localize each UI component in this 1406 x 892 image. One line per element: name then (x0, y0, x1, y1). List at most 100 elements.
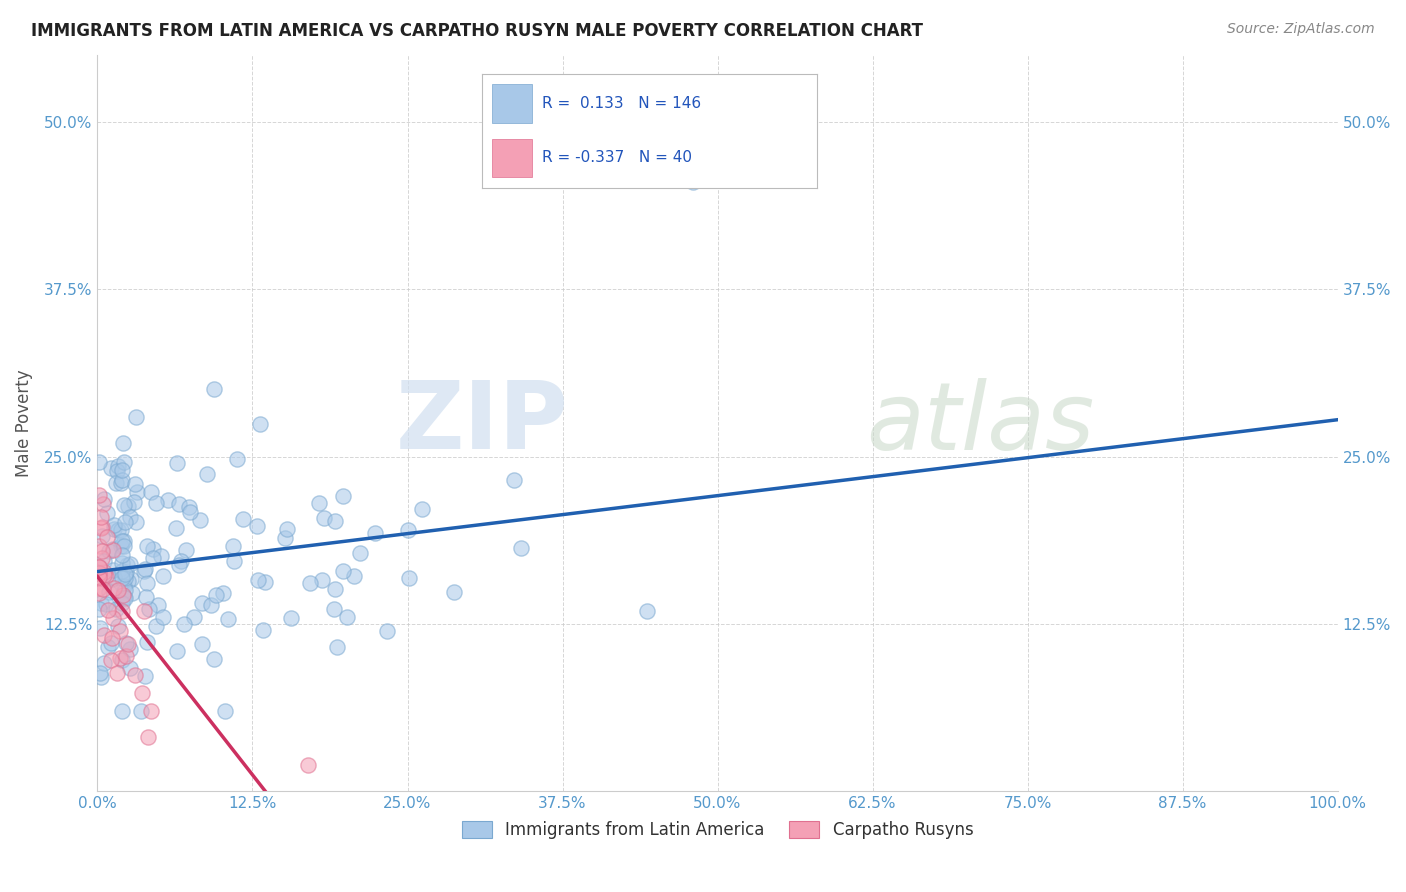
Point (93, 628, 115, 642)
Point (100, 460, 122, 475)
Point (111, 533, 134, 548)
Point (249, 417, 271, 431)
Point (132, 564, 155, 578)
Point (97, 640, 120, 654)
Point (191, 596, 214, 610)
Point (118, 661, 141, 675)
Text: Source: ZipAtlas.com: Source: ZipAtlas.com (1227, 22, 1375, 37)
Point (112, 590, 135, 604)
Point (120, 557, 142, 571)
Point (174, 542, 197, 557)
Point (114, 582, 136, 597)
Point (169, 553, 191, 567)
Point (217, 612, 239, 626)
Point (222, 554, 245, 568)
Point (253, 575, 276, 590)
Point (104, 601, 127, 615)
Point (115, 649, 138, 664)
Point (111, 704, 134, 718)
Point (98, 543, 121, 558)
Point (125, 409, 148, 424)
Point (87, 570, 110, 584)
Point (90, 544, 112, 558)
Point (173, 617, 195, 632)
Text: IMMIGRANTS FROM LATIN AMERICA VS CARPATHO RUSYN MALE POVERTY CORRELATION CHART: IMMIGRANTS FROM LATIN AMERICA VS CARPATH… (31, 22, 922, 40)
Point (323, 602, 346, 616)
Point (90, 551, 112, 566)
Point (87, 560, 110, 574)
Text: atlas: atlas (866, 377, 1095, 468)
Point (276, 522, 298, 536)
Point (105, 464, 128, 478)
Point (105, 476, 128, 491)
Point (108, 624, 131, 639)
Point (212, 585, 235, 599)
Point (221, 539, 243, 553)
Point (87, 559, 110, 574)
Point (103, 517, 125, 532)
Point (314, 511, 336, 525)
Point (135, 634, 157, 648)
Point (169, 498, 191, 512)
Point (311, 574, 333, 588)
Point (93, 554, 115, 568)
Point (142, 551, 165, 566)
Point (121, 586, 143, 600)
Point (118, 641, 141, 656)
Point (202, 652, 225, 666)
Point (112, 588, 135, 602)
Point (179, 505, 201, 519)
Point (87, 581, 110, 595)
Point (110, 539, 132, 553)
Point (90, 520, 112, 534)
Point (111, 436, 134, 450)
Point (398, 570, 420, 584)
Point (190, 637, 212, 651)
Point (142, 542, 165, 557)
Point (138, 602, 160, 616)
Point (157, 493, 180, 508)
Legend: Immigrants from Latin America, Carpatho Rusyns: Immigrants from Latin America, Carpatho … (456, 814, 980, 846)
Point (117, 499, 139, 513)
Point (246, 574, 269, 588)
Point (188, 513, 211, 527)
Point (100, 636, 122, 650)
Point (114, 567, 136, 582)
Point (336, 609, 359, 624)
Point (246, 518, 269, 533)
Point (93, 491, 115, 506)
Point (111, 604, 134, 618)
Point (101, 542, 124, 557)
Point (97, 602, 120, 616)
Point (124, 668, 146, 682)
Point (146, 598, 169, 612)
Point (202, 382, 225, 396)
Point (111, 571, 134, 585)
Point (107, 619, 129, 633)
Text: ZIP: ZIP (396, 377, 569, 469)
Point (225, 451, 247, 466)
Point (124, 495, 146, 509)
Point (183, 610, 205, 624)
Point (343, 568, 366, 582)
Point (299, 575, 322, 590)
Point (111, 549, 134, 563)
Point (112, 579, 135, 593)
Point (136, 731, 159, 745)
Point (129, 704, 152, 718)
Point (101, 572, 124, 586)
Point (509, 541, 531, 556)
Point (112, 539, 135, 553)
Point (232, 512, 254, 526)
Point (87, 488, 110, 502)
Point (97, 584, 120, 599)
Point (135, 590, 157, 604)
Point (308, 496, 330, 510)
Point (145, 496, 167, 510)
Point (103, 541, 125, 556)
Point (108, 651, 131, 665)
Point (90, 529, 112, 543)
Point (145, 618, 167, 632)
Point (96, 530, 118, 544)
Point (134, 669, 156, 683)
